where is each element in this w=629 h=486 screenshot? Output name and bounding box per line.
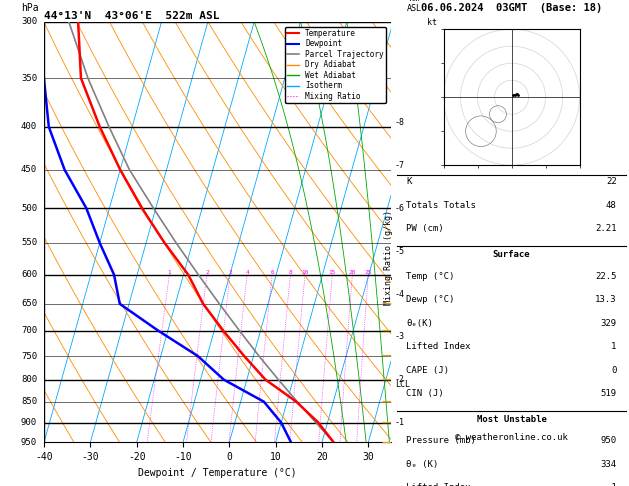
Text: 650: 650 bbox=[21, 299, 37, 308]
Text: 48: 48 bbox=[606, 201, 616, 210]
Text: PW (cm): PW (cm) bbox=[406, 225, 444, 233]
Text: 700: 700 bbox=[21, 327, 37, 335]
Text: 450: 450 bbox=[21, 165, 37, 174]
Text: -8: -8 bbox=[395, 118, 405, 127]
Text: Lifted Index: Lifted Index bbox=[406, 342, 471, 351]
Text: -5: -5 bbox=[395, 246, 405, 256]
Text: 900: 900 bbox=[21, 418, 37, 427]
Text: -7: -7 bbox=[395, 161, 405, 170]
Text: 1: 1 bbox=[611, 342, 616, 351]
Text: —: — bbox=[382, 397, 392, 407]
Text: —: — bbox=[382, 351, 392, 361]
Text: K: K bbox=[406, 177, 412, 187]
Text: 4: 4 bbox=[245, 270, 249, 275]
Text: 2: 2 bbox=[205, 270, 209, 275]
Text: —: — bbox=[382, 299, 392, 309]
Text: 22: 22 bbox=[606, 177, 616, 187]
Legend: Temperature, Dewpoint, Parcel Trajectory, Dry Adiabat, Wet Adiabat, Isotherm, Mi: Temperature, Dewpoint, Parcel Trajectory… bbox=[285, 27, 386, 104]
Text: -6: -6 bbox=[395, 204, 405, 213]
Text: 550: 550 bbox=[21, 239, 37, 247]
Text: 519: 519 bbox=[601, 389, 616, 399]
Text: 6: 6 bbox=[270, 270, 274, 275]
Text: 20: 20 bbox=[348, 270, 356, 275]
Text: -3: -3 bbox=[395, 332, 405, 342]
Text: —: — bbox=[382, 375, 392, 384]
Text: Surface: Surface bbox=[493, 250, 530, 259]
Text: Lifted Index: Lifted Index bbox=[406, 484, 471, 486]
Text: 2.21: 2.21 bbox=[595, 225, 616, 233]
Text: 25: 25 bbox=[364, 270, 372, 275]
Text: 600: 600 bbox=[21, 270, 37, 279]
Text: km
ASL: km ASL bbox=[406, 0, 421, 14]
Text: kt: kt bbox=[427, 18, 437, 27]
Text: 15: 15 bbox=[328, 270, 336, 275]
Text: 10: 10 bbox=[301, 270, 309, 275]
Text: 0: 0 bbox=[611, 366, 616, 375]
Text: 750: 750 bbox=[21, 351, 37, 361]
X-axis label: Dewpoint / Temperature (°C): Dewpoint / Temperature (°C) bbox=[138, 468, 297, 478]
Text: θₑ (K): θₑ (K) bbox=[406, 460, 438, 469]
Text: Mixing Ratio (g/kg): Mixing Ratio (g/kg) bbox=[384, 210, 392, 305]
Text: 22.5: 22.5 bbox=[595, 272, 616, 280]
Text: 334: 334 bbox=[601, 460, 616, 469]
Text: -1: -1 bbox=[606, 484, 616, 486]
Text: 8: 8 bbox=[289, 270, 292, 275]
Text: 329: 329 bbox=[601, 319, 616, 328]
Text: 300: 300 bbox=[21, 17, 37, 26]
Text: 800: 800 bbox=[21, 375, 37, 384]
Text: Temp (°C): Temp (°C) bbox=[406, 272, 455, 280]
Text: -2: -2 bbox=[395, 375, 405, 384]
Text: 1: 1 bbox=[167, 270, 171, 275]
Text: -4: -4 bbox=[395, 290, 405, 298]
Text: —: — bbox=[382, 417, 392, 428]
Text: CAPE (J): CAPE (J) bbox=[406, 366, 449, 375]
Text: CIN (J): CIN (J) bbox=[406, 389, 444, 399]
Text: —: — bbox=[382, 326, 392, 336]
Text: 44°13'N  43°06'E  522m ASL: 44°13'N 43°06'E 522m ASL bbox=[44, 11, 220, 21]
Text: θₑ(K): θₑ(K) bbox=[406, 319, 433, 328]
Text: 850: 850 bbox=[21, 397, 37, 406]
Text: © weatheronline.co.uk: © weatheronline.co.uk bbox=[455, 433, 568, 442]
Text: -1: -1 bbox=[395, 418, 405, 427]
Text: —: — bbox=[382, 437, 392, 447]
Text: Dewp (°C): Dewp (°C) bbox=[406, 295, 455, 304]
Text: 500: 500 bbox=[21, 204, 37, 213]
Text: 3: 3 bbox=[228, 270, 232, 275]
Text: LCL: LCL bbox=[395, 380, 410, 389]
Text: Pressure (mb): Pressure (mb) bbox=[406, 436, 476, 445]
Text: Totals Totals: Totals Totals bbox=[406, 201, 476, 210]
Text: Most Unstable: Most Unstable bbox=[477, 415, 547, 424]
Text: 400: 400 bbox=[21, 122, 37, 131]
Text: 06.06.2024  03GMT  (Base: 18): 06.06.2024 03GMT (Base: 18) bbox=[421, 3, 602, 14]
Text: 13.3: 13.3 bbox=[595, 295, 616, 304]
Text: hPa: hPa bbox=[21, 3, 39, 14]
Text: 950: 950 bbox=[601, 436, 616, 445]
Text: 350: 350 bbox=[21, 73, 37, 83]
Text: 950: 950 bbox=[21, 438, 37, 447]
